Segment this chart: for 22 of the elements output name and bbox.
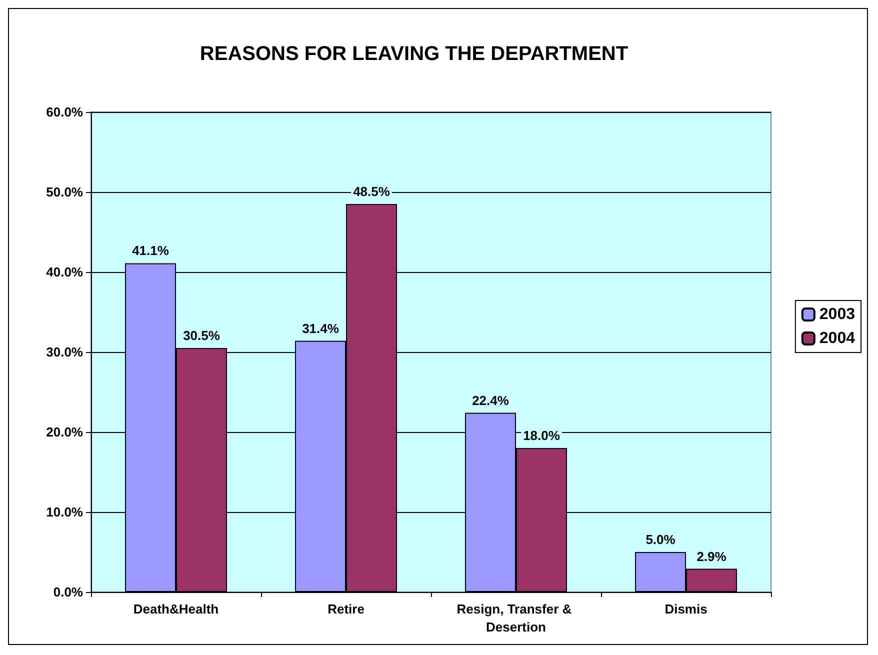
data-label: 2.9%	[696, 548, 727, 564]
data-label: 41.1%	[132, 243, 170, 258]
data-label: 18.0%	[523, 428, 560, 443]
y-tick-label: 40.0%	[46, 264, 84, 280]
x-tick-label: Resign, Transfer & Desertion	[456, 602, 576, 634]
y-tick-label: 0.0%	[53, 584, 84, 600]
data-label: 30.5%	[183, 328, 220, 343]
data-label: 48.5%	[353, 184, 390, 199]
y-tick-label: 10.0%	[46, 504, 84, 520]
y-tick-label: 50.0%	[46, 184, 84, 200]
x-tick-label: Dismis	[664, 602, 708, 616]
data-label: 22.4%	[472, 392, 510, 408]
data-label: 5.0%	[646, 532, 676, 547]
legend-label: 2004	[819, 330, 856, 347]
y-tick-label: 20.0%	[46, 424, 84, 440]
x-tick-label: Death&Health	[133, 602, 219, 616]
data-label: 31.4%	[302, 320, 340, 336]
chart-title: REASONS FOR LEAVING THE DEPARTMENT	[200, 43, 628, 65]
y-tick-label: 30.0%	[46, 344, 84, 360]
y-tick-label: 60.0%	[46, 104, 84, 120]
legend-label: 2003	[819, 306, 856, 323]
x-tick-label: Retire	[328, 602, 364, 616]
